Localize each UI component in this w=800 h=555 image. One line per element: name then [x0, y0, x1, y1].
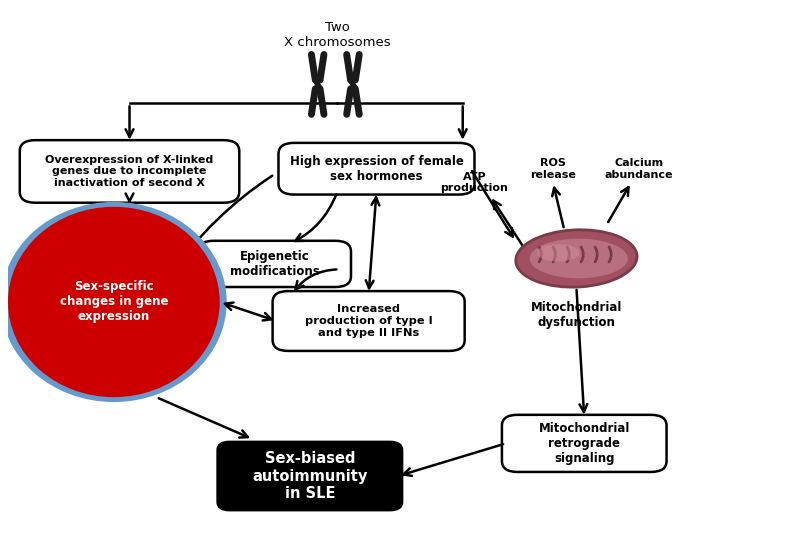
FancyBboxPatch shape: [502, 415, 666, 472]
Text: Mitochondrial
dysfunction: Mitochondrial dysfunction: [530, 301, 622, 329]
Text: Two
X chromosomes: Two X chromosomes: [284, 22, 390, 49]
FancyBboxPatch shape: [198, 241, 351, 287]
Text: High expression of female
sex hormones: High expression of female sex hormones: [290, 155, 463, 183]
Ellipse shape: [529, 238, 629, 279]
Text: Sex-biased
autoimmunity
in SLE: Sex-biased autoimmunity in SLE: [252, 451, 367, 501]
FancyBboxPatch shape: [273, 291, 465, 351]
Text: Overexpression of X-linked
genes due to incomplete
inactivation of second X: Overexpression of X-linked genes due to …: [46, 155, 214, 188]
Text: Mitochondrial
retrograde
signaling: Mitochondrial retrograde signaling: [538, 422, 630, 465]
Text: Epigenetic
modifications: Epigenetic modifications: [230, 250, 319, 278]
Text: ROS
release: ROS release: [530, 158, 576, 179]
Text: Calcium
abundance: Calcium abundance: [605, 158, 674, 179]
Ellipse shape: [1, 202, 226, 402]
Ellipse shape: [516, 230, 637, 287]
Text: Increased
production of type I
and type II IFNs: Increased production of type I and type …: [305, 304, 433, 337]
FancyBboxPatch shape: [278, 143, 474, 195]
Ellipse shape: [537, 244, 579, 261]
FancyBboxPatch shape: [218, 442, 402, 510]
FancyBboxPatch shape: [20, 140, 239, 203]
Text: Sex-specific
changes in gene
expression: Sex-specific changes in gene expression: [59, 280, 168, 324]
Text: ATP
production: ATP production: [441, 171, 509, 193]
Ellipse shape: [8, 207, 220, 397]
